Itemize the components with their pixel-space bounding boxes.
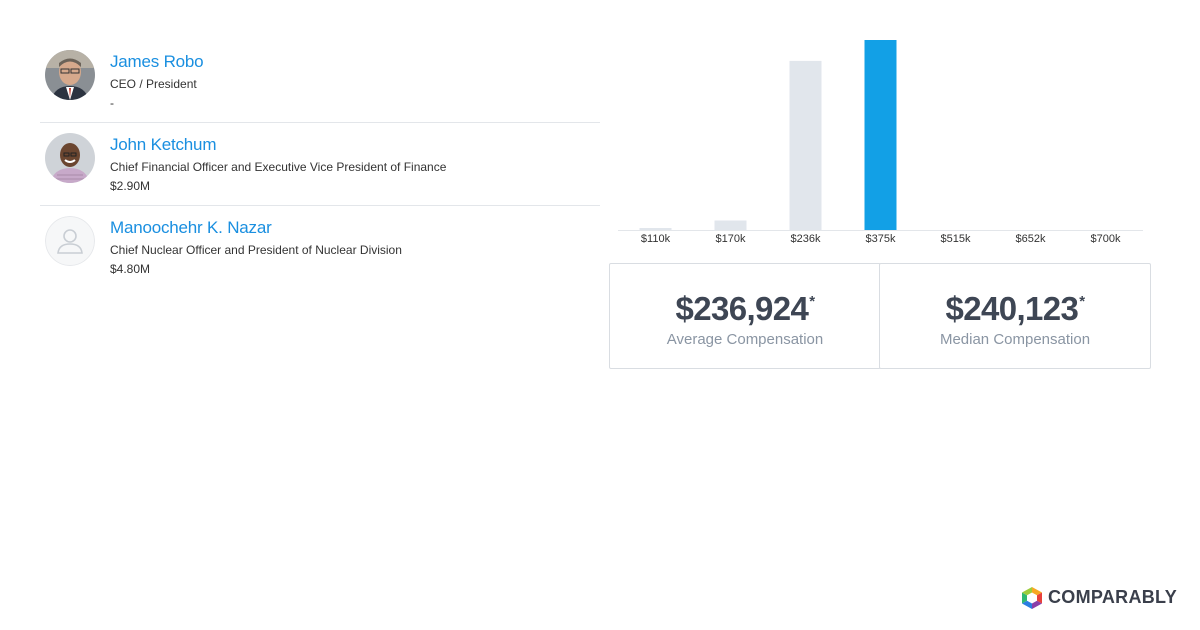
executive-title: Chief Nuclear Officer and President of N…	[110, 243, 402, 257]
median-compensation-label: Median Compensation	[939, 331, 1091, 348]
executive-card[interactable]: James Robo CEO / President -	[40, 40, 600, 123]
average-compensation-label: Average Compensation	[666, 331, 824, 348]
executive-name[interactable]: John Ketchum	[110, 135, 217, 154]
james-robo-avatar[interactable]	[45, 50, 95, 100]
x-tick-label: $515k	[941, 233, 971, 245]
compensation-stats: $236,924* Average Compensation $240,123*…	[609, 263, 1151, 369]
executive-list: James Robo CEO / President - John Ketchu…	[40, 40, 600, 289]
john-ketchum-avatar[interactable]	[45, 133, 95, 183]
average-compensation-card: $236,924* Average Compensation	[609, 263, 881, 369]
executive-card[interactable]: Manoochehr K. Nazar Chief Nuclear Office…	[40, 206, 600, 289]
x-tick-label: $236k	[791, 233, 821, 245]
histogram-bar[interactable]	[639, 228, 672, 230]
average-compensation-value: $236,924*	[675, 290, 815, 327]
histogram-svg: $110k $170k $236k $375k $515k $652k $700k	[618, 40, 1143, 245]
comparably-logo-icon	[1022, 587, 1042, 609]
executive-card[interactable]: John Ketchum Chief Financial Officer and…	[40, 123, 600, 206]
x-tick-label: $700k	[1091, 233, 1121, 245]
histogram-bar[interactable]	[714, 220, 747, 231]
executive-title: CEO / President	[110, 77, 197, 91]
placeholder-user-icon[interactable]	[45, 216, 95, 266]
x-tick-label: $170k	[716, 233, 746, 245]
histogram-bar[interactable]	[864, 40, 897, 230]
executive-name[interactable]: James Robo	[110, 52, 204, 71]
x-tick-label: $110k	[641, 233, 671, 245]
executive-title: Chief Financial Officer and Executive Vi…	[110, 160, 447, 174]
x-tick-label: $652k	[1016, 233, 1046, 245]
median-compensation-value: $240,123*	[945, 290, 1085, 327]
executive-compensation: $2.90M	[110, 179, 151, 193]
comparably-wordmark: COMPARABLY	[1048, 587, 1178, 607]
x-tick-label: $375k	[866, 233, 896, 245]
executive-compensation: -	[110, 96, 114, 110]
asterisk: *	[809, 293, 815, 310]
asterisk: *	[1079, 293, 1085, 310]
executive-compensation: $4.80M	[110, 262, 151, 276]
median-compensation-card: $240,123* Median Compensation	[879, 263, 1151, 369]
executive-name[interactable]: Manoochehr K. Nazar	[110, 218, 272, 237]
histogram-bar[interactable]	[789, 60, 822, 231]
compensation-histogram: $110k $170k $236k $375k $515k $652k $700k	[618, 30, 1143, 250]
